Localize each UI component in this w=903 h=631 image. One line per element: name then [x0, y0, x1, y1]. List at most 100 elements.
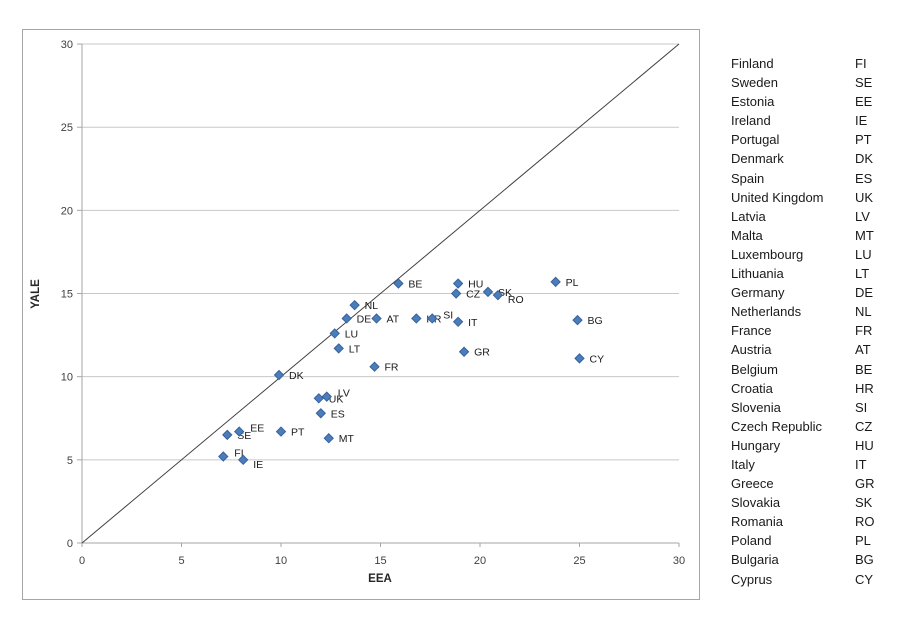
y-tick-label-25: 25 — [61, 122, 73, 134]
legend-country-code: FR — [855, 323, 873, 339]
legend-country-code: PL — [855, 533, 871, 549]
legend-country-name: Germany — [731, 285, 785, 301]
axes — [77, 43, 680, 547]
data-point-label-NL: NL — [365, 300, 379, 312]
legend-country-name: Denmark — [731, 151, 784, 167]
legend-country-code: SE — [855, 75, 873, 91]
y-tick-label-5: 5 — [67, 455, 73, 467]
reference-line — [81, 43, 680, 544]
legend-country-name: Estonia — [731, 94, 775, 110]
legend-country-code: PT — [855, 132, 872, 148]
legend-country-code: IE — [855, 113, 868, 129]
legend-row-DK: Denmark DK — [731, 149, 891, 168]
legend-row-UK: United Kingdom UK — [731, 188, 891, 207]
legend-country-code: GR — [855, 476, 875, 492]
y-tick-label-15: 15 — [61, 289, 73, 301]
legend-row-CZ: Czech Republic CZ — [731, 417, 891, 436]
legend-country-code: HR — [855, 380, 874, 396]
legend-country-name: Croatia — [731, 380, 773, 396]
data-point-marker-HR — [411, 313, 422, 324]
x-tick-label-15: 15 — [374, 555, 386, 567]
data-point-label-IT: IT — [468, 317, 478, 329]
data-point-marker-PL — [550, 276, 561, 288]
data-point-marker-BG — [572, 314, 583, 326]
legend-row-BE: Belgium BE — [731, 360, 891, 379]
data-point-marker-GR — [458, 346, 470, 357]
legend-country-code: MT — [855, 227, 874, 243]
legend-country-code: UK — [855, 189, 874, 205]
data-point-label-GR: GR — [474, 347, 490, 359]
legend-country-code: DE — [855, 285, 874, 301]
legend-country-code: BE — [855, 361, 873, 377]
data-point-marker-SE — [222, 429, 233, 441]
legend-country-name: Spain — [731, 170, 765, 186]
legend-country-code: HU — [855, 437, 874, 453]
legend-country-name: United Kingdom — [731, 189, 824, 205]
legend-row-IT: Italy IT — [731, 455, 891, 474]
legend-country-name: Austria — [731, 342, 772, 358]
data-point-marker-UK — [313, 393, 325, 404]
x-axis-title: EEA — [368, 573, 392, 585]
legend-country-name: Poland — [731, 533, 772, 549]
data-point-marker-BE — [393, 278, 404, 289]
legend-row-EE: Estonia EE — [731, 92, 891, 111]
legend-country-code: LT — [855, 266, 870, 282]
legend-country-name: Portugal — [731, 132, 780, 148]
data-point-marker-PT — [275, 426, 287, 437]
data-point-marker-ES — [315, 408, 327, 419]
data-point-label-UK: UK — [329, 393, 344, 405]
x-tick-label-20: 20 — [474, 555, 486, 567]
data-point-label-IE: IE — [253, 459, 263, 471]
legend-country-name: Ireland — [731, 113, 771, 129]
legend-country-code: FI — [855, 56, 867, 71]
data-point-label-DE: DE — [357, 313, 372, 325]
legend-country-code: LU — [855, 246, 872, 262]
data-point-marker-AT — [371, 313, 382, 324]
data-point-marker-IE — [237, 454, 249, 466]
legend-country-code: EE — [855, 94, 873, 110]
data-point-marker-FR — [369, 361, 380, 372]
data-point-marker-DK — [273, 369, 285, 381]
legend-row-BG: Bulgaria BG — [731, 550, 891, 569]
data-point-marker-RO — [492, 289, 504, 301]
legend-row-CY: Cyprus CY — [731, 570, 891, 589]
data-points: FISEEEIEPTDKESUKLVMTLULTDENLFRATBEHRSICZ… — [218, 276, 605, 471]
legend-country-code: CY — [855, 571, 874, 587]
legend-row-HU: Hungary HU — [731, 436, 891, 455]
legend-row-LT: Lithuania LT — [731, 264, 891, 283]
data-point-label-SI: SI — [443, 309, 453, 321]
data-point-label-AT: AT — [387, 313, 400, 325]
data-point-marker-FI — [218, 451, 229, 462]
data-point-marker-NL — [349, 299, 360, 311]
data-point-label-CZ: CZ — [466, 289, 481, 301]
data-point-label-PT: PT — [291, 427, 305, 439]
data-point-marker-LV — [321, 391, 332, 402]
legend-country-code: CZ — [855, 418, 873, 434]
legend-row-NL: Netherlands NL — [731, 302, 891, 321]
legend-country-name: Hungary — [731, 437, 781, 453]
data-point-marker-EE — [234, 426, 245, 437]
legend-country-name: Cyprus — [731, 571, 773, 587]
legend-row-ES: Spain ES — [731, 169, 891, 188]
legend-row-FR: France FR — [731, 321, 891, 340]
legend-country-name: Slovakia — [731, 495, 781, 511]
scatter-chart-figure: 0 5 10 15 20 25 30 0 5 10 15 20 25 30 FI SE EE IE PT DK ES U… — [22, 29, 700, 600]
data-point-label-CY: CY — [590, 353, 605, 365]
y-axis-title: YALE — [30, 279, 42, 309]
x-tick-label-25: 25 — [573, 555, 585, 567]
data-point-marker-CY — [574, 353, 585, 364]
data-point-label-RO: RO — [508, 294, 524, 306]
legend-country-code: AT — [855, 342, 871, 358]
legend-country-code: RO — [855, 514, 875, 530]
legend-country-name: Latvia — [731, 208, 766, 224]
data-point-marker-HU — [452, 278, 464, 289]
data-point-marker-CZ — [450, 288, 462, 299]
legend-row-SI: Slovenia SI — [731, 398, 891, 417]
data-point-label-LV: LV — [338, 388, 350, 400]
data-point-label-FI: FI — [234, 448, 243, 460]
legend-country-name: Bulgaria — [731, 552, 779, 568]
legend-country-code: NL — [855, 304, 872, 320]
legend-row-AT: Austria AT — [731, 340, 891, 359]
legend-country-name: Luxembourg — [731, 246, 804, 262]
